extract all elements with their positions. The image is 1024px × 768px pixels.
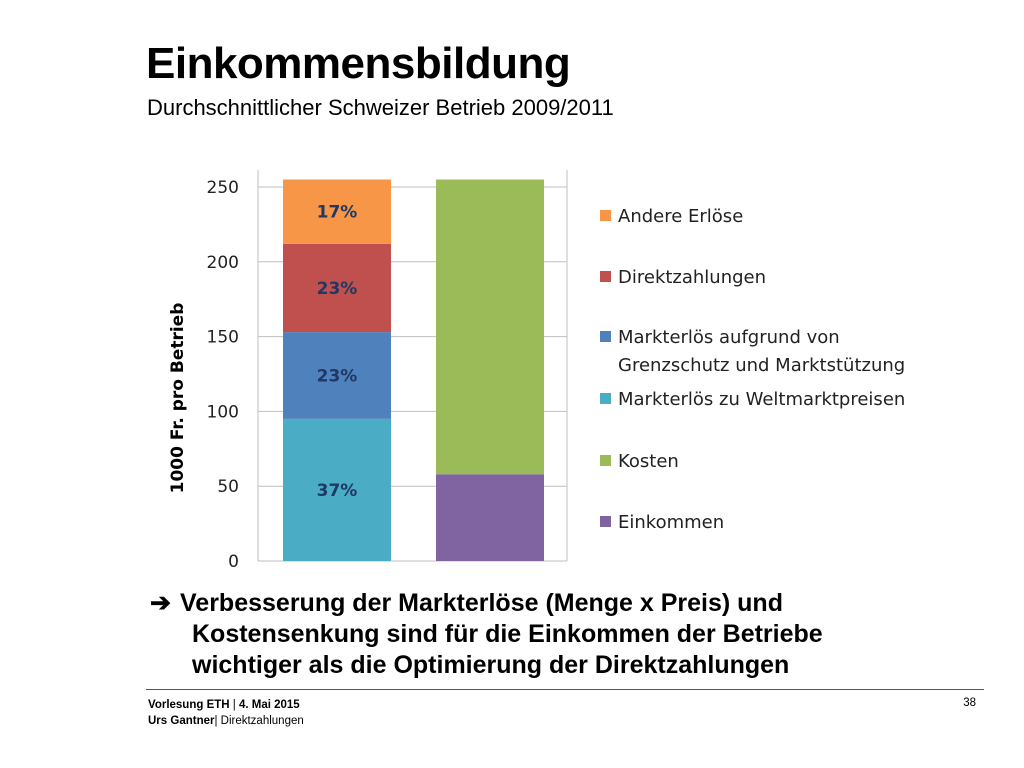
data-label: 23% [317,366,358,386]
y-tick-label: 100 [207,402,239,422]
data-label: 17% [317,203,358,223]
y-tick-label: 250 [207,178,239,198]
legend-label: Kosten [618,451,679,472]
key-message: ➔ Verbesserung der Markterlöse (Menge x P… [150,588,950,681]
data-label: 23% [317,279,358,299]
y-tick-label: 200 [207,253,239,273]
legend-label: Andere Erlöse [618,206,743,227]
message-line-1: Verbesserung der Markterlöse (Menge x Pr… [180,589,783,617]
page-number: 38 [963,697,976,709]
legend-swatch [600,516,611,527]
footer-separator: | [229,699,239,711]
footer-divider [146,689,984,690]
stacked-bar-chart: 0 50 100 150 200 250 1000 Fr. pro Betrieb 37% 23… [168,170,905,572]
footer-lecture: Vorlesung ETH [148,699,230,711]
arrow-right-icon: ➔ [150,589,171,617]
data-label: 37% [317,481,358,501]
legend-swatch [600,455,611,466]
message-line-3: wichtiger als die Optimierung der Direkt… [192,651,790,679]
footer-date: 4. Mai 2015 [238,699,300,711]
footer-topic: Direktzahlungen [220,715,304,727]
y-tick-label: 50 [217,477,239,497]
y-tick-label: 0 [228,552,239,572]
legend-label: Einkommen [618,512,724,533]
legend-label: Grenzschutz und Marktstützung [618,355,905,376]
legend-label: Markterlös zu Weltmarktpreisen [618,389,905,410]
legend-swatch [600,271,611,282]
bar-segment [283,243,391,333]
slide-subtitle: Durchschnittlicher Schweizer Betrieb 200… [147,95,614,120]
legend-label: Direktzahlungen [618,267,766,288]
bar-segment [436,474,544,561]
slide-title: Einkommensbildung [146,39,571,88]
legend-label: Markterlös aufgrund von [618,327,840,348]
legend-swatch [600,393,611,404]
bar-segment [436,179,544,475]
bar-segment [283,332,391,419]
legend-swatch [600,331,611,342]
footer-separator: | [214,715,221,727]
y-tick-label: 150 [207,328,239,348]
bar-segment [283,179,391,244]
footer-info: Vorlesung ETH | 4. Mai 2015 Urs Gantner|… [148,697,304,729]
y-axis-title: 1000 Fr. pro Betrieb [168,303,188,494]
footer-author: Urs Gantner [148,715,215,727]
message-line-2: Kostensenkung sind für die Einkommen der… [192,620,823,648]
legend-swatch [600,210,611,221]
bar-segment [283,418,391,561]
